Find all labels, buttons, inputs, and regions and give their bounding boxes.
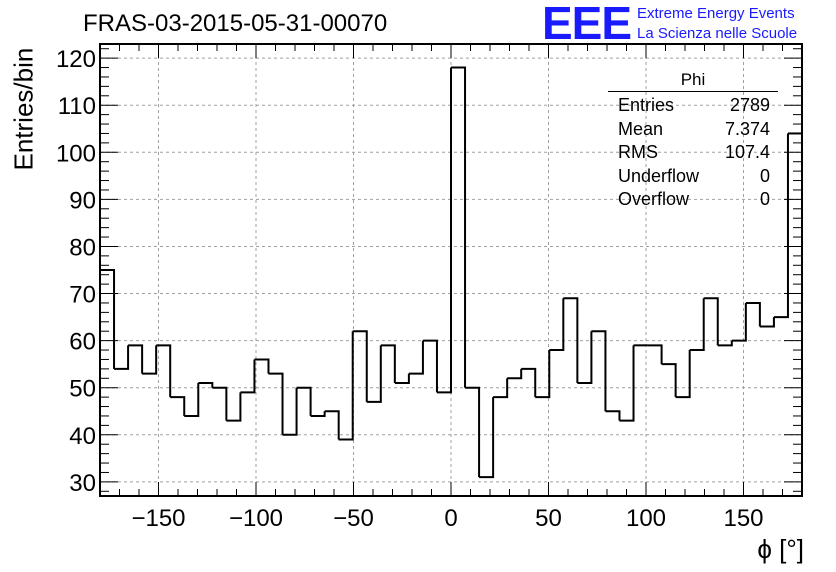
histogram-bin (549, 298, 565, 352)
histogram-bin (338, 331, 354, 441)
histogram-bin (310, 411, 326, 417)
stats-value: 7.374 (724, 118, 770, 139)
histogram-bin (759, 317, 775, 328)
histogram-bin (422, 339, 438, 393)
histogram-bin (703, 297, 719, 346)
histogram-bin (254, 358, 270, 374)
histogram-bin (675, 350, 691, 399)
x-tick-label: 50 (535, 505, 562, 532)
y-tick-label: 80 (69, 234, 96, 261)
histogram-bin (142, 345, 158, 375)
histogram-bin (436, 67, 452, 394)
y-axis-label: Entries/bin (8, 47, 39, 171)
histogram-bin (282, 387, 298, 436)
y-tick-label: 100 (56, 140, 96, 167)
y-tick-label: 90 (69, 187, 96, 214)
histogram-bin (717, 340, 733, 347)
histogram-bin (745, 301, 761, 327)
stats-label: Entries (618, 95, 675, 115)
x-tick-label: −150 (131, 505, 185, 532)
histogram-bin (380, 344, 396, 383)
histogram-bin (394, 373, 410, 384)
stats-value: 0 (759, 165, 770, 186)
stats-row-rms: RMS 107.4 (608, 141, 778, 165)
y-tick-label: 40 (69, 423, 96, 450)
histogram-bin (226, 392, 242, 422)
x-tick-label: −50 (333, 505, 374, 532)
x-tick-label: −100 (229, 505, 283, 532)
logo-line-2: La Scienza nelle Scuole (637, 25, 798, 42)
histogram-bin (240, 359, 256, 394)
stats-value: 0 (759, 189, 770, 209)
histogram-bin (100, 269, 116, 369)
histogram-bin (563, 297, 579, 383)
histogram-bin (212, 386, 228, 421)
histogram-bin (689, 298, 705, 352)
histogram-bin (507, 368, 523, 380)
stats-row-mean: Mean 7.374 (608, 118, 778, 142)
histogram-bin (114, 345, 130, 370)
histogram-bin (156, 344, 172, 398)
histogram-bin (535, 350, 551, 399)
histogram-bin (619, 345, 635, 422)
stats-label: RMS (618, 142, 658, 162)
chart-title: FRAS-03-2015-05-31-00070 (83, 10, 388, 37)
histogram-bin (408, 340, 424, 375)
eee-logo: EEE (542, 0, 632, 49)
histogram-bin (577, 331, 593, 384)
histogram-bin (324, 410, 340, 440)
x-tick-label: 100 (626, 505, 666, 532)
x-tick-label: 0 (444, 505, 457, 532)
x-axis-label: ϕ [°] (757, 534, 804, 564)
y-tick-label: 120 (56, 46, 96, 73)
histogram-bin (352, 330, 368, 402)
stats-value: 107.4 (724, 142, 770, 162)
y-tick-label: 30 (69, 470, 96, 497)
stats-label: Overflow (618, 189, 690, 209)
stats-value: 2789 (729, 95, 770, 115)
histogram-bin (184, 383, 200, 417)
stats-row-overflow: Overflow 0 (608, 188, 778, 212)
histogram-bin (661, 363, 677, 398)
histogram-bin (128, 344, 144, 374)
stats-row-underflow: Underflow 0 (608, 165, 778, 189)
histogram-bin (647, 344, 663, 365)
histogram-bin (591, 330, 607, 412)
stats-title: Phi (608, 70, 778, 92)
y-tick-label: 50 (69, 376, 96, 403)
histogram-bin (170, 396, 186, 416)
histogram-bin (198, 382, 214, 388)
histogram-bin (451, 66, 467, 388)
logo-line-1: Extreme Energy Events (637, 5, 795, 22)
histogram-bin (366, 345, 382, 403)
y-tick-label: 110 (58, 93, 96, 120)
stats-box: Phi Entries 2789 Mean 7.374 RMS 107.4 Un… (608, 70, 778, 212)
y-tick-label: 70 (69, 282, 96, 309)
x-tick-label: 150 (723, 505, 763, 532)
histogram-bin (268, 372, 284, 435)
histogram-bin (731, 302, 747, 342)
y-tick-label: 60 (69, 329, 96, 356)
histogram-bin (479, 397, 495, 479)
histogram-bin (605, 410, 621, 421)
histogram-bin (493, 378, 509, 399)
histogram-bin (521, 367, 537, 398)
stats-row-entries: Entries 2789 (608, 94, 778, 118)
stats-label: Mean (618, 118, 664, 139)
histogram-bin (465, 386, 481, 478)
stats-label: Underflow (618, 165, 700, 186)
histogram-bin (296, 386, 312, 416)
histogram-bin (773, 133, 789, 319)
